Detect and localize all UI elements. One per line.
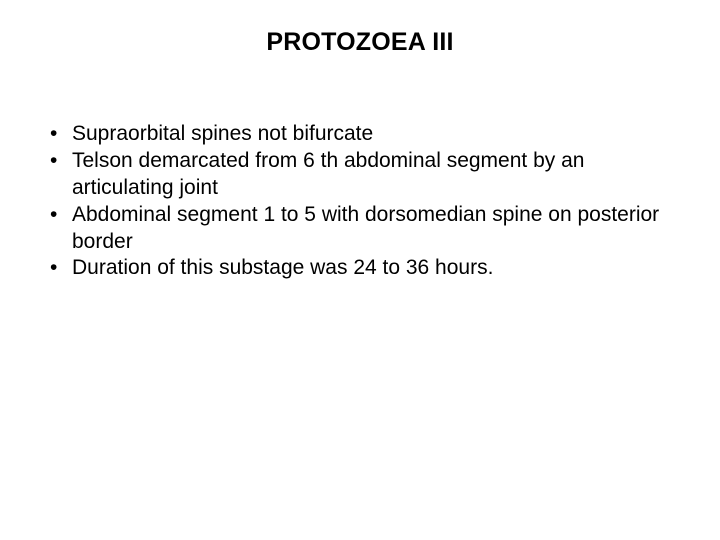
list-item: Telson demarcated from 6 th abdominal se… — [42, 148, 678, 202]
list-item: Supraorbital spines not bifurcate — [42, 121, 678, 148]
slide-title: PROTOZOEA III — [42, 28, 678, 57]
list-item: Abdominal segment 1 to 5 with dorsomedia… — [42, 202, 678, 256]
list-item: Duration of this substage was 24 to 36 h… — [42, 255, 678, 282]
slide-container: PROTOZOEA III Supraorbital spines not bi… — [0, 0, 720, 540]
bullet-list: Supraorbital spines not bifurcate Telson… — [42, 121, 678, 282]
